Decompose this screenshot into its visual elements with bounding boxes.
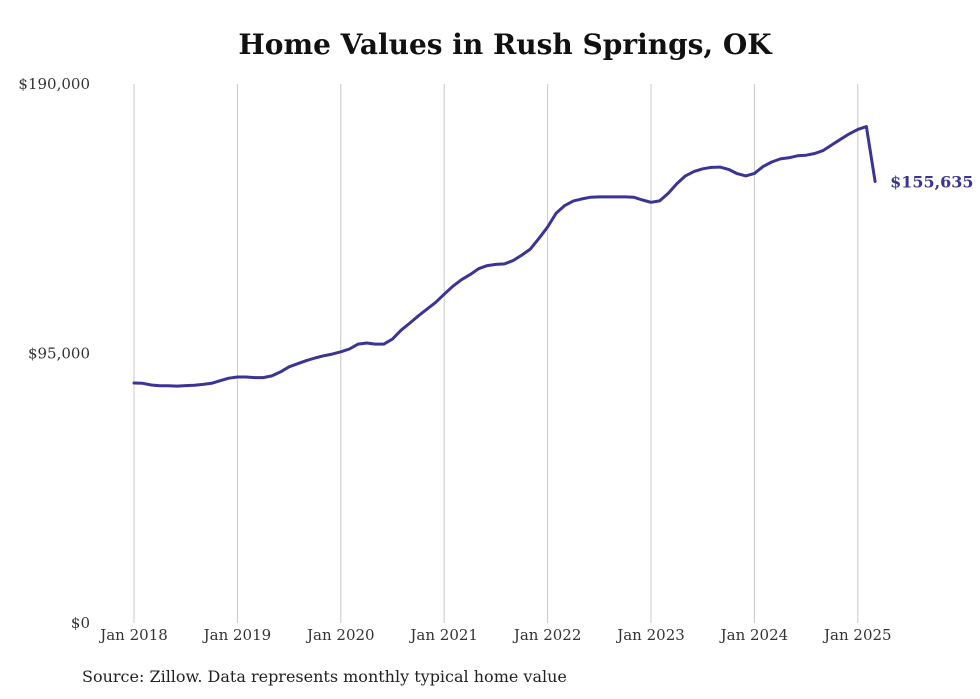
y-tick-label: $95,000 [28, 345, 90, 363]
y-tick-label: $0 [71, 614, 90, 632]
x-tick-label: Jan 2018 [98, 626, 168, 644]
end-value-label: $155,635 [890, 172, 974, 191]
x-tick-label: Jan 2019 [202, 626, 272, 644]
series-line [132, 125, 877, 388]
x-tick-label: Jan 2022 [512, 626, 582, 644]
x-tick-label: Jan 2024 [719, 626, 789, 644]
x-tick-label: Jan 2025 [822, 626, 892, 644]
chart-title: Home Values in Rush Springs, OK [238, 28, 772, 61]
x-tick-label: Jan 2021 [408, 626, 478, 644]
source-note: Source: Zillow. Data represents monthly … [82, 667, 567, 686]
y-tick-label: $190,000 [18, 75, 90, 93]
x-tick-label: Jan 2020 [305, 626, 375, 644]
x-tick-label: Jan 2023 [615, 626, 685, 644]
